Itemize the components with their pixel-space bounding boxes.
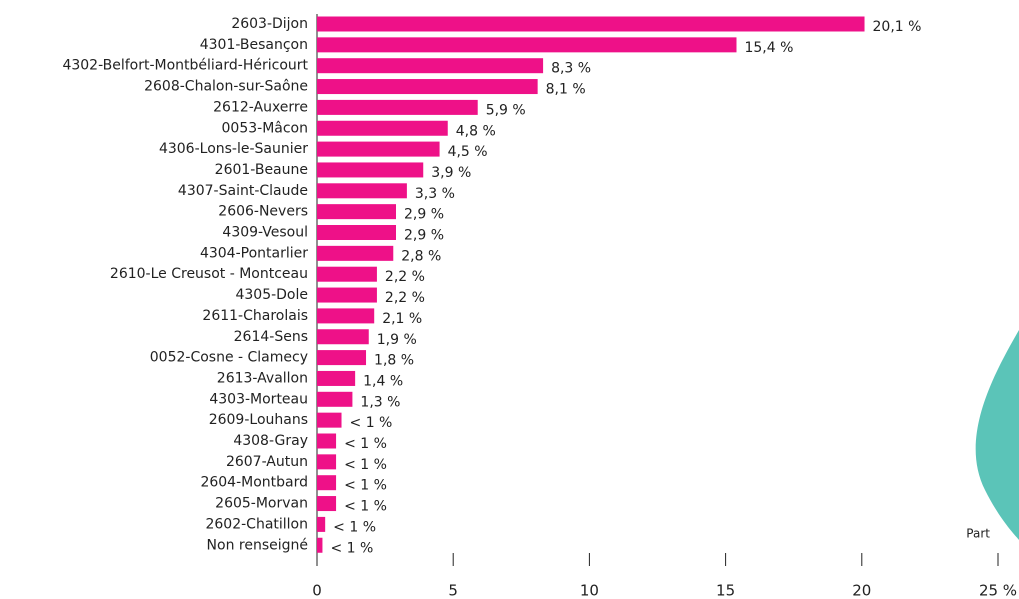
value-label: < 1 %	[350, 415, 393, 431]
value-label: 1,3 %	[360, 394, 400, 410]
y-tick-label: 2610-Le Creusot - Montceau	[110, 266, 308, 282]
bar	[317, 141, 440, 157]
y-tick-label: 2608-Chalon-sur-Saône	[144, 79, 308, 95]
y-tick-label: 4301-Besançon	[200, 37, 308, 53]
value-label: 1,9 %	[377, 332, 417, 348]
bar	[317, 370, 356, 386]
value-label: 2,8 %	[401, 248, 441, 264]
bar	[317, 183, 407, 199]
y-tick-label: 4303-Morteau	[209, 391, 308, 407]
y-tick-label: 2602-Chatillon	[205, 516, 308, 532]
y-tick-label: 4304-Pontarlier	[200, 245, 308, 261]
value-label: 2,2 %	[385, 269, 425, 285]
value-label: < 1 %	[344, 478, 387, 494]
x-tick-label: 25 %	[979, 582, 1017, 599]
y-tick-label: 4305-Dole	[235, 287, 308, 303]
value-label: 1,8 %	[374, 353, 414, 369]
x-tick-label: 20	[852, 582, 871, 599]
value-label: 3,9 %	[431, 165, 471, 181]
decoration	[975, 330, 1019, 540]
value-label: 1,4 %	[363, 373, 403, 389]
value-label: 8,1 %	[546, 82, 586, 98]
bar	[317, 266, 377, 282]
bar	[317, 496, 337, 512]
value-label: 5,9 %	[486, 102, 526, 118]
bar	[317, 308, 375, 324]
bar	[317, 475, 337, 491]
y-tick-label: 2614-Sens	[234, 329, 308, 345]
bar	[317, 537, 323, 553]
y-tick-label: 4308-Gray	[233, 433, 308, 449]
y-tick-label: 2601-Beaune	[215, 162, 308, 178]
value-label: < 1 %	[344, 457, 387, 473]
bar	[317, 204, 396, 220]
y-tick-label: 2607-Autun	[226, 454, 308, 470]
bar	[317, 37, 737, 53]
bar	[317, 79, 538, 95]
bar	[317, 120, 448, 136]
bar	[317, 350, 367, 366]
x-axis-label: Part	[966, 527, 990, 541]
value-label: 2,1 %	[382, 311, 422, 327]
x-tick-label: 15	[716, 582, 735, 599]
value-label: 8,3 %	[551, 61, 591, 77]
bar	[317, 287, 377, 303]
value-label: 2,9 %	[404, 228, 444, 244]
y-tick-label: 2613-Avallon	[217, 370, 308, 386]
y-tick-label: 4307-Saint-Claude	[178, 183, 308, 199]
value-label: 20,1 %	[873, 19, 922, 35]
y-tick-label: 2603-Dijon	[231, 16, 308, 32]
bar	[317, 225, 396, 240]
bar	[317, 454, 337, 470]
y-tick-label: 2604-Montbard	[200, 475, 308, 491]
y-tick-label: 2605-Morvan	[215, 496, 308, 512]
value-label: 4,8 %	[456, 123, 496, 139]
y-tick-label: 4306-Lons-le-Saunier	[159, 141, 308, 157]
bar	[317, 433, 337, 449]
bar	[317, 516, 326, 532]
bar	[317, 245, 394, 261]
y-tick-label: 4302-Belfort-Montbéliard-Héricourt	[62, 58, 308, 74]
y-tick-label: 2606-Nevers	[218, 204, 308, 220]
bar	[317, 391, 353, 407]
value-label: < 1 %	[344, 436, 387, 452]
y-tick-label: 4309-Vesoul	[222, 225, 308, 241]
x-tick-label: 5	[448, 582, 458, 599]
y-tick-label: 2612-Auxerre	[213, 99, 308, 115]
value-label: 2,2 %	[385, 290, 425, 306]
y-tick-label: 2609-Louhans	[209, 412, 308, 428]
y-tick-label: 2611-Charolais	[202, 308, 308, 324]
bar	[317, 99, 478, 115]
value-label: 2,9 %	[404, 207, 444, 223]
value-label: < 1 %	[344, 499, 387, 515]
value-label: 3,3 %	[415, 186, 455, 202]
x-tick-label: 10	[580, 582, 599, 599]
y-tick-label: 0053-Mâcon	[222, 120, 308, 136]
bar	[317, 412, 342, 428]
bar	[317, 16, 865, 32]
y-tick-label: Non renseigné	[207, 537, 308, 553]
y-tick-label: 0052-Cosne - Clamecy	[150, 350, 308, 366]
value-label: 15,4 %	[744, 40, 793, 56]
value-label: 4,5 %	[448, 144, 488, 160]
value-label: < 1 %	[330, 540, 373, 556]
bar	[317, 58, 544, 74]
value-label: < 1 %	[333, 519, 376, 535]
x-tick-label: 0	[312, 582, 322, 599]
bar	[317, 329, 369, 345]
bar	[317, 162, 424, 178]
